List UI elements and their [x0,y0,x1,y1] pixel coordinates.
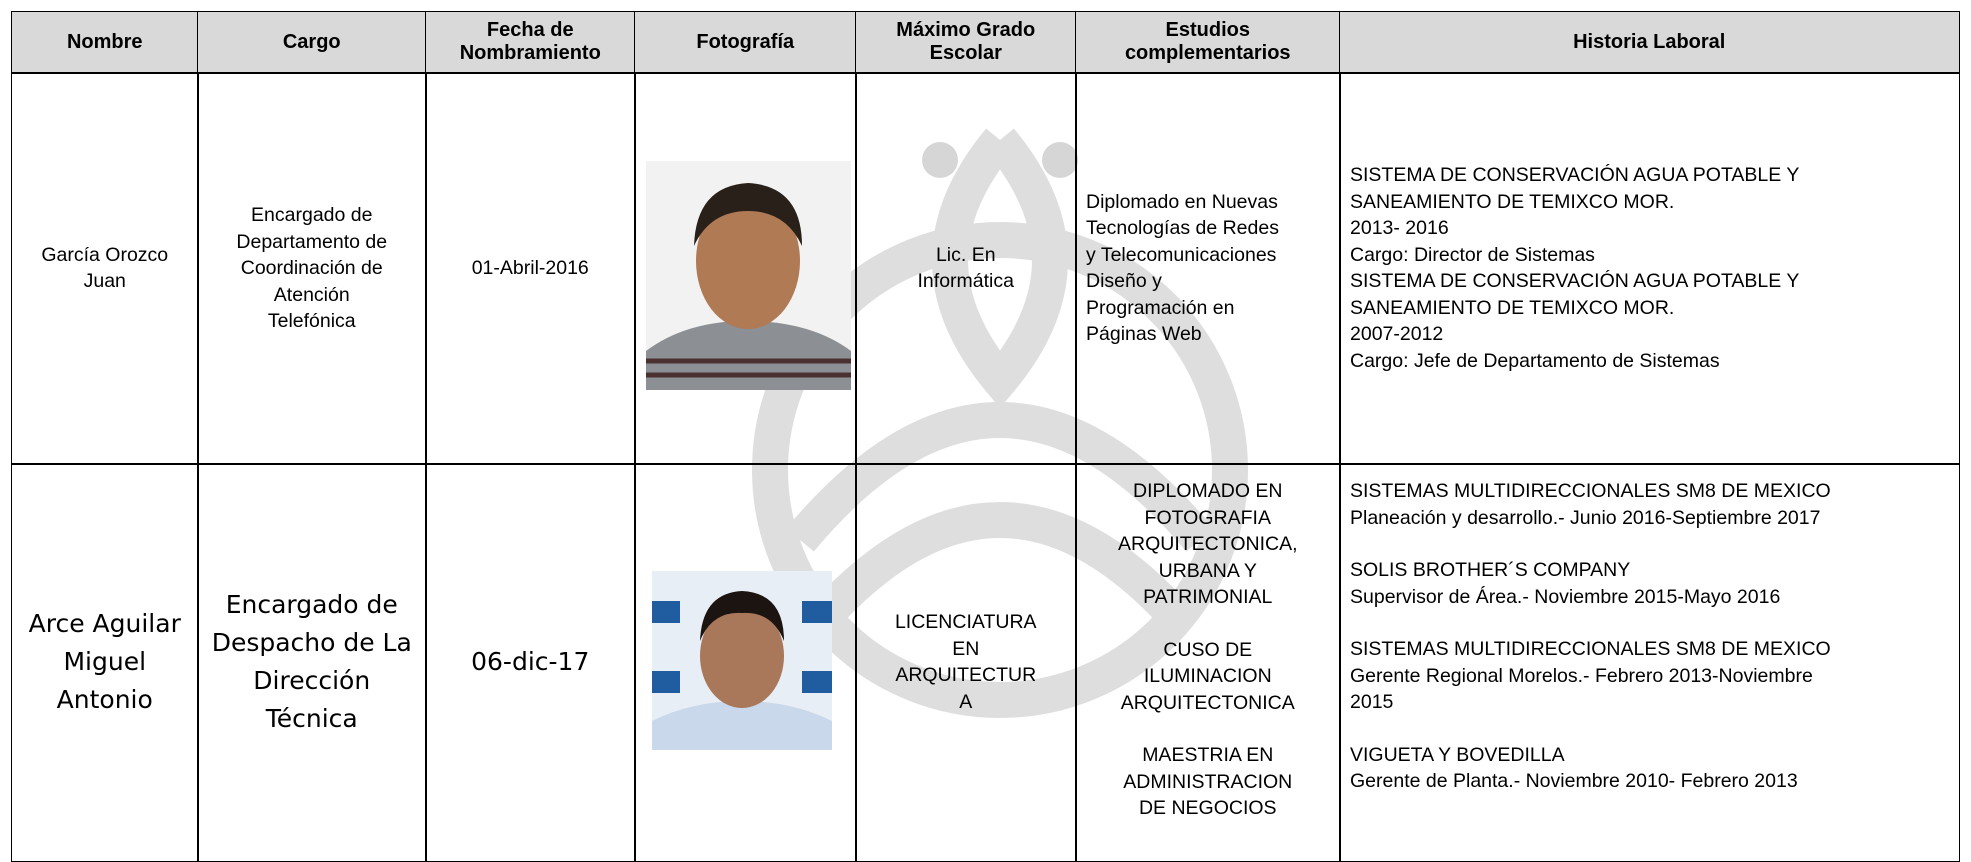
text-line: LICENCIATURA [894,611,1037,634]
text-line: Telefónica [267,310,356,332]
text-line: Nombre [66,30,143,53]
text-line: Antonio [56,685,153,715]
text-line: Historia Laboral [1573,30,1726,53]
table-cell: 01-Abril-2016 [425,72,636,465]
text-line: Programación en [1086,296,1235,319]
text-line: 2013- 2016 [1350,217,1449,240]
header-cell: Máximo Grado Escolar [855,11,1077,74]
text-line: MAESTRIA EN [1142,744,1274,766]
header-cell: Fotografía [634,11,857,74]
header-cell: Historia Laboral [1339,11,1960,74]
text-line: Fotografía [696,30,795,53]
paragraph: DIPLOMADO EN FOTOGRAFIA ARQUITECTONICA, URB… [1086,478,1330,611]
text-line: VIGUETA Y BOVEDILLA [1350,743,1565,766]
text-line: 01-Abril-2016 [471,257,589,279]
text-line: Cargo: Jefe de Departamento de Sistemas [1350,349,1720,372]
text-line: ADMINISTRACION [1123,770,1293,793]
text-line: Diplomado en Nuevas [1086,190,1278,213]
header-cell: Cargo [197,11,427,74]
text-line: Departamento de [236,230,388,253]
table-cell: SISTEMAS MULTIDIRECCIONALES SM8 DE MEXIC… [1339,463,1960,862]
table-cell: Diplomado en Nuevas Tecnologías de Redes y… [1075,72,1341,465]
text-line: Juan [83,270,126,293]
text-line: complementarios [1124,42,1291,65]
text-line: SISTEMAS MULTIDIRECCIONALES SM8 DE MEXIC… [1350,480,1831,502]
text-line: Coordinación de [240,257,383,279]
text-line: FOTOGRAFIA [1144,506,1271,529]
table-cell: DIPLOMADO EN FOTOGRAFIA ARQUITECTONICA, URB… [1075,463,1341,862]
text-line: García Orozco [41,243,169,266]
text-line: 2007-2012 [1350,323,1444,346]
paragraph: VIGUETA Y BOVEDILLA Gerente de Planta.- N… [1350,742,1949,795]
text-line: DE NEGOCIOS [1138,797,1277,819]
text-line: Máximo Grado [896,19,1036,42]
text-line: Tecnologías de Redes [1086,217,1279,240]
header-cell: Estudios complementarios [1075,11,1341,74]
text-line: SISTEMA DE CONSERVACIÓN AGUA POTABLE Y [1350,164,1800,187]
text-line: CUSO DE [1163,638,1253,661]
paragraph: MAESTRIA EN ADMINISTRACION DE NEGOCIOS [1086,742,1330,822]
text-line: Informática [917,270,1014,293]
table-cell: SISTEMA DE CONSERVACIÓN AGUA POTABLE Y SA… [1339,72,1960,465]
text-line: 2015 [1350,691,1394,713]
text-line: ARQUITECTUR [895,664,1037,687]
text-line: ILUMINACION [1143,665,1272,687]
text-line: ARQUITECTONICA, [1118,533,1298,555]
text-line: Nombramiento [459,42,601,65]
text-line: ARQUITECTONICA [1120,691,1295,714]
text-line: PATRIMONIAL [1143,586,1273,608]
text-line: EN [952,637,980,660]
text-line: y Telecomunicaciones [1086,243,1277,266]
table-cell: Arce Aguilar Miguel Antonio [11,463,199,862]
text-line: SISTEMAS MULTIDIRECCIONALES SM8 DE MEXIC… [1350,638,1831,660]
photo [646,161,851,390]
text-line: Cargo [282,30,341,53]
table-cell: García Orozco Juan [11,72,199,465]
text-line: Dirección [253,666,371,696]
text-line: 06-dic-17 [471,647,590,677]
paragraph: SISTEMAS MULTIDIRECCIONALES SM8 DE MEXIC… [1350,636,1949,716]
text-line: Gerente Regional Morelos.- Febrero 2013-… [1350,664,1813,687]
text-line: Cargo: Director de Sistemas [1350,243,1595,266]
text-line: A [959,690,973,713]
text-line: Escolar [929,42,1002,65]
text-line: SISTEMA DE CONSERVACIÓN AGUA POTABLE Y [1350,270,1800,293]
text-line: SANEAMIENTO DE TEMIXCO MOR. [1350,296,1675,319]
text-line: SOLIS BROTHER´S COMPANY [1350,559,1631,581]
text-line: Gerente de Planta.- Noviembre 2010- Febr… [1350,770,1798,792]
text-line: Lic. En [935,243,996,266]
text-line: Técnica [265,704,358,734]
paragraph: SISTEMAS MULTIDIRECCIONALES SM8 DE MEXIC… [1350,478,1949,531]
text-line: Páginas Web [1086,323,1202,346]
text-line: Miguel [63,647,147,677]
text-line: URBANA Y [1158,559,1257,582]
paragraph: SOLIS BROTHER´S COMPANY Supervisor de Áre… [1350,557,1949,610]
text-line: Despacho de La [211,628,412,658]
header-cell: Nombre [11,11,199,74]
table-cell: Encargado de Departamento de Coordinación … [197,72,427,465]
text-line: Supervisor de Área.- Noviembre 2015-Mayo… [1350,585,1781,608]
table-cell: LICENCIATURA EN ARQUITECTUR A [855,463,1077,862]
text-line: Encargado de [251,204,373,226]
text-line: Fecha de [486,19,574,42]
paragraph: CUSO DE ILUMINACION ARQUITECTONICA [1086,637,1330,717]
text-line: Estudios [1165,19,1250,42]
text-line: Planeación y desarrollo.- Junio 2016-Sep… [1350,506,1821,529]
text-line: Arce Aguilar [28,609,181,639]
text-line: Atención [273,283,350,306]
text-line: SANEAMIENTO DE TEMIXCO MOR. [1350,190,1675,213]
table-cell: Lic. En Informática [855,72,1077,465]
table-cell [634,72,857,465]
header-cell: Fecha de Nombramiento [425,11,636,74]
table-cell: 06-dic-17 [425,463,636,862]
text-line: DIPLOMADO EN [1132,480,1283,502]
photo [652,571,832,750]
text-line: Encargado de [225,590,398,620]
table-cell: Encargado de Despacho de La Dirección Técni… [197,463,427,862]
text-line: Diseño y [1086,270,1162,293]
